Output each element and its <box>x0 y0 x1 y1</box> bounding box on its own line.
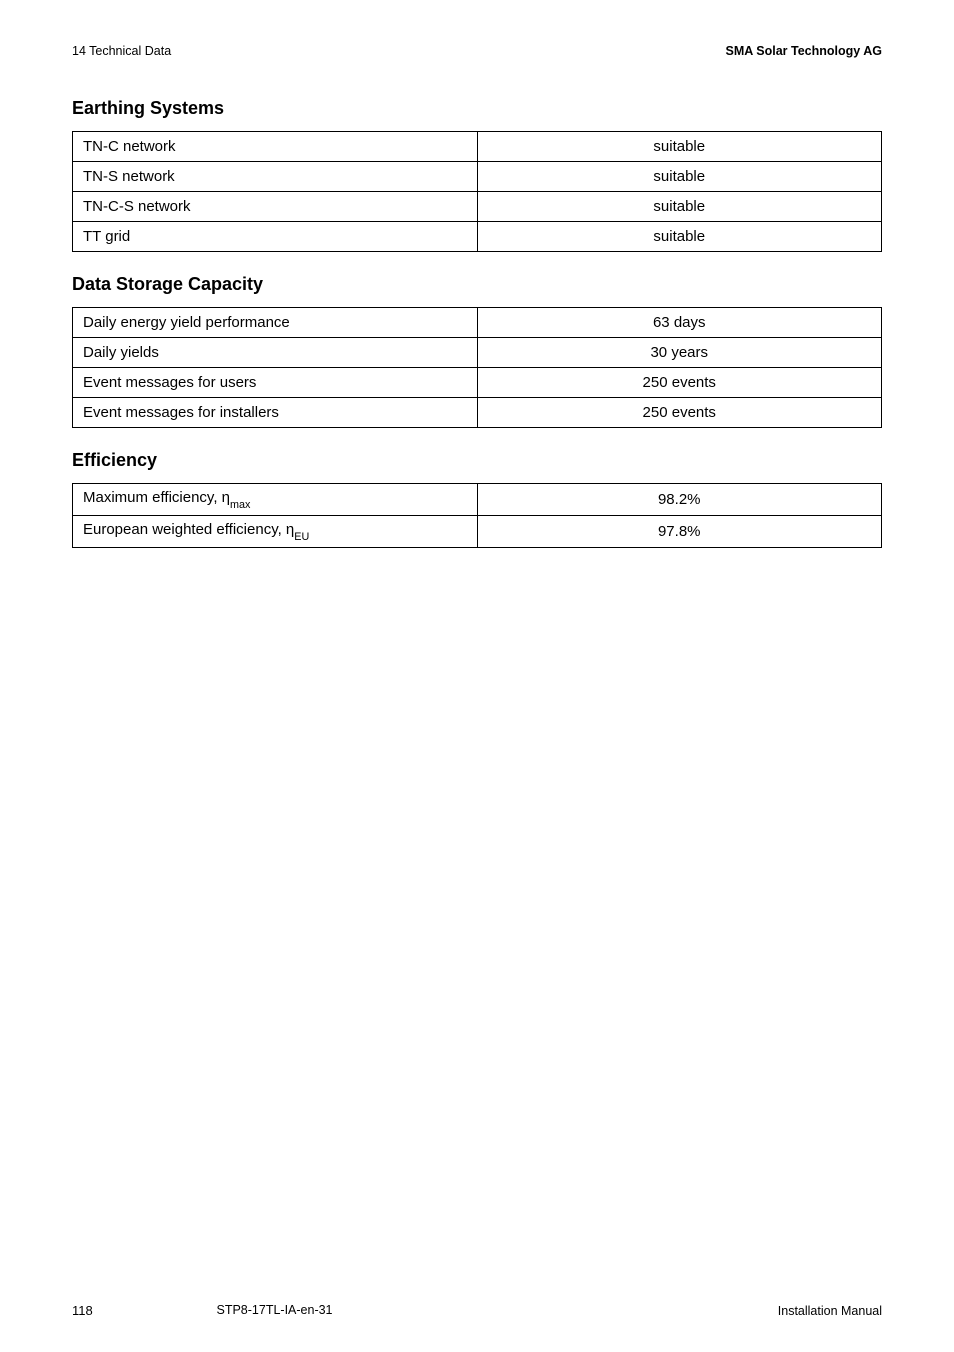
cell-value: 98.2% <box>477 484 882 516</box>
cell-label: Maximum efficiency, ηmax <box>73 484 478 516</box>
table-earthing-systems: TN-C network suitable TN-S network suita… <box>72 131 882 252</box>
cell-label: European weighted efficiency, ηEU <box>73 516 478 548</box>
cell-value: suitable <box>477 222 882 252</box>
header-section-title: 14 Technical Data <box>72 44 171 58</box>
heading-earthing-systems: Earthing Systems <box>72 98 882 119</box>
cell-value: 30 years <box>477 338 882 368</box>
cell-label: TN-C-S network <box>73 192 478 222</box>
table-row: TN-S network suitable <box>73 162 882 192</box>
footer-page-number: 118 <box>72 1303 93 1318</box>
table-row: Daily energy yield performance 63 days <box>73 308 882 338</box>
page: 14 Technical Data SMA Solar Technology A… <box>0 0 954 1352</box>
cell-label: TN-C network <box>73 132 478 162</box>
page-header: 14 Technical Data SMA Solar Technology A… <box>72 44 882 58</box>
cell-value: suitable <box>477 132 882 162</box>
cell-value: 97.8% <box>477 516 882 548</box>
table-row: European weighted efficiency, ηEU 97.8% <box>73 516 882 548</box>
cell-value: suitable <box>477 192 882 222</box>
table-row: Maximum efficiency, ηmax 98.2% <box>73 484 882 516</box>
cell-value: 250 events <box>477 398 882 428</box>
cell-label: TN-S network <box>73 162 478 192</box>
cell-label-sub: max <box>230 499 250 511</box>
cell-label: Daily energy yield performance <box>73 308 478 338</box>
cell-label: Event messages for installers <box>73 398 478 428</box>
cell-label: Daily yields <box>73 338 478 368</box>
table-efficiency: Maximum efficiency, ηmax 98.2% European … <box>72 483 882 548</box>
footer-doc-id: STP8-17TL-IA-en-31 <box>216 1303 332 1317</box>
table-row: Daily yields 30 years <box>73 338 882 368</box>
header-company: SMA Solar Technology AG <box>726 44 883 58</box>
heading-data-storage: Data Storage Capacity <box>72 274 882 295</box>
table-data-storage: Daily energy yield performance 63 days D… <box>72 307 882 428</box>
cell-label-prefix: Maximum efficiency, η <box>83 489 230 506</box>
table-row: TN-C-S network suitable <box>73 192 882 222</box>
cell-value: 250 events <box>477 368 882 398</box>
cell-value: 63 days <box>477 308 882 338</box>
cell-label: TT grid <box>73 222 478 252</box>
cell-label: Event messages for users <box>73 368 478 398</box>
page-footer: 118 STP8-17TL-IA-en-31 Installation Manu… <box>72 1303 882 1318</box>
table-row: Event messages for users 250 events <box>73 368 882 398</box>
heading-efficiency: Efficiency <box>72 450 882 471</box>
cell-label-prefix: European weighted efficiency, η <box>83 521 294 538</box>
cell-label-sub: EU <box>294 531 309 543</box>
table-row: TT grid suitable <box>73 222 882 252</box>
table-row: Event messages for installers 250 events <box>73 398 882 428</box>
footer-manual-type: Installation Manual <box>778 1304 882 1318</box>
table-row: TN-C network suitable <box>73 132 882 162</box>
cell-value: suitable <box>477 162 882 192</box>
